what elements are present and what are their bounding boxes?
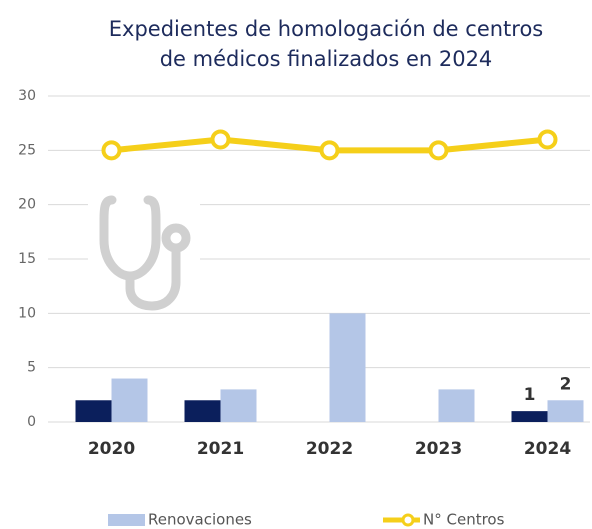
legend-label: Renovaciones	[148, 511, 252, 529]
data-label: 2	[560, 374, 572, 394]
y-tick-label: 10	[18, 305, 36, 321]
y-tick-label: 5	[27, 360, 36, 376]
y-tick-label: 30	[18, 88, 36, 104]
x-tick-label: 2020	[88, 439, 135, 459]
bar	[511, 411, 548, 422]
x-tick-label: 2023	[415, 439, 462, 459]
line-marker	[537, 129, 558, 150]
bar	[75, 400, 112, 422]
bar	[438, 389, 475, 422]
line-marker	[210, 129, 231, 150]
line-marker	[319, 140, 340, 161]
line-marker	[428, 140, 449, 161]
legend-swatch	[401, 513, 415, 527]
y-tick-label: 15	[18, 251, 36, 267]
bar	[329, 313, 366, 422]
stethoscope-icon	[88, 188, 200, 312]
bar	[220, 389, 257, 422]
chart-title: Expedientes de homologación de centros	[109, 17, 544, 41]
data-label: 1	[524, 385, 536, 405]
line-marker	[101, 140, 122, 161]
bar	[111, 378, 148, 422]
legend-swatch	[108, 514, 145, 526]
y-tick-label: 25	[18, 142, 36, 158]
legend-label: N° Centros	[423, 511, 505, 529]
y-tick-label: 0	[27, 414, 36, 430]
chart-title: de médicos finalizados en 2024	[160, 47, 493, 71]
x-tick-label: 2021	[197, 439, 244, 459]
x-tick-label: 2024	[524, 439, 571, 459]
bar	[547, 400, 584, 422]
bar	[184, 400, 221, 422]
x-tick-label: 2022	[306, 439, 353, 459]
y-tick-label: 20	[18, 197, 36, 213]
